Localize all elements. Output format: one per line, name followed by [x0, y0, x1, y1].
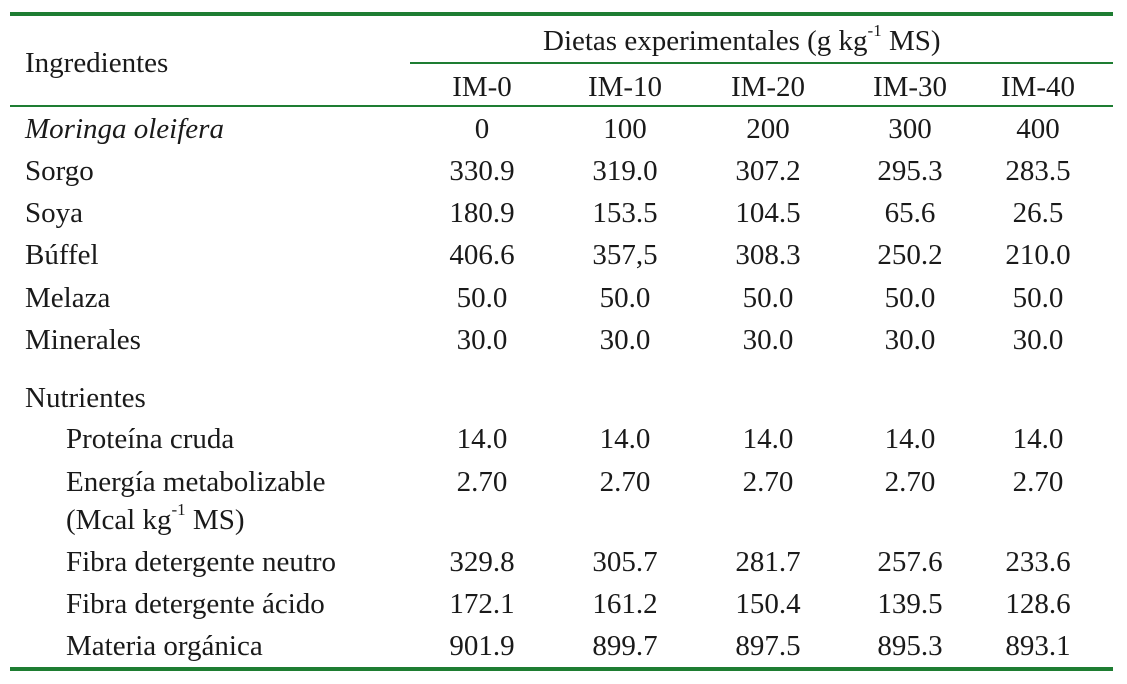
row-label: Soya	[25, 197, 83, 229]
table-cell: 899.7	[592, 630, 658, 662]
table-cell: 281.7	[735, 546, 801, 578]
row-label: Búffel	[25, 239, 99, 271]
table-cell: 305.7	[592, 546, 658, 578]
table-cell: 172.1	[449, 588, 515, 620]
table-cell: 357,5	[592, 239, 658, 271]
table-cell: 0	[474, 113, 490, 145]
table-cell: 2.70	[599, 466, 651, 498]
table-cell: 139.5	[877, 588, 943, 620]
header-rule	[10, 105, 1113, 107]
row-label: Fibra detergente neutro	[66, 546, 337, 578]
table-cell: 2.70	[456, 466, 508, 498]
table-cell: 308.3	[735, 239, 801, 271]
section-label: Nutrientes	[25, 382, 146, 414]
column-header: IM-10	[587, 71, 663, 103]
row-label: Energía metabolizable	[66, 466, 326, 498]
table-cell: 50.0	[456, 282, 508, 314]
table-cell: 897.5	[735, 630, 801, 662]
table-cell: 2.70	[742, 466, 794, 498]
table-cell: 300	[888, 113, 932, 145]
table-cell: 50.0	[599, 282, 651, 314]
table-cell: 150.4	[735, 588, 801, 620]
top-rule	[10, 12, 1113, 16]
table-cell: 307.2	[735, 155, 801, 187]
table-cell: 65.6	[884, 197, 936, 229]
table-cell: 30.0	[742, 324, 794, 356]
table-cell: 400	[1016, 113, 1060, 145]
table-cell: 104.5	[735, 197, 801, 229]
table-cell: 250.2	[877, 239, 943, 271]
table-cell: 50.0	[1012, 282, 1064, 314]
table-cell: 200	[746, 113, 790, 145]
table-cell: 161.2	[592, 588, 658, 620]
row-label: Materia orgánica	[66, 630, 263, 662]
group-header-rule	[410, 62, 1113, 64]
row-label: Fibra detergente ácido	[66, 588, 325, 620]
table-cell: 406.6	[449, 239, 515, 271]
table-cell: 2.70	[884, 466, 936, 498]
table-cell: 295.3	[877, 155, 943, 187]
table-cell: 233.6	[1005, 546, 1071, 578]
table-cell: 257.6	[877, 546, 943, 578]
row-label: Moringa oleifera	[25, 113, 224, 145]
table-cell: 14.0	[1012, 423, 1064, 455]
table-cell: 14.0	[884, 423, 936, 455]
table-cell: 50.0	[884, 282, 936, 314]
table-cell: 26.5	[1012, 197, 1064, 229]
table-cell: 30.0	[884, 324, 936, 356]
table-cell: 329.8	[449, 546, 515, 578]
group-header: Dietas experimentales (g kg-1 MS)	[543, 21, 941, 57]
row-label-unit: (Mcal kg-1 MS)	[66, 500, 245, 536]
row-label: Minerales	[25, 324, 141, 356]
table-cell: 2.70	[1012, 466, 1064, 498]
row-label: Melaza	[25, 282, 111, 314]
table-cell: 180.9	[449, 197, 515, 229]
column-header: IM-30	[872, 71, 948, 103]
table-cell: 895.3	[877, 630, 943, 662]
table-cell: 100	[603, 113, 647, 145]
table-cell: 30.0	[456, 324, 508, 356]
table-cell: 14.0	[742, 423, 794, 455]
table-cell: 153.5	[592, 197, 658, 229]
table-cell: 210.0	[1005, 239, 1071, 271]
table-cell: 893.1	[1005, 630, 1071, 662]
row-label: Proteína cruda	[66, 423, 235, 455]
table-cell: 319.0	[592, 155, 658, 187]
column-header: IM-0	[452, 71, 512, 103]
column-header: IM-20	[730, 71, 806, 103]
table-cell: 30.0	[599, 324, 651, 356]
row-label: Sorgo	[25, 155, 94, 187]
bottom-rule	[10, 667, 1113, 671]
column-header: IM-40	[1000, 71, 1076, 103]
table-cell: 283.5	[1005, 155, 1071, 187]
table-cell: 330.9	[449, 155, 515, 187]
table-cell: 901.9	[449, 630, 515, 662]
table-cell: 30.0	[1012, 324, 1064, 356]
table-cell: 50.0	[742, 282, 794, 314]
table-cell: 128.6	[1005, 588, 1071, 620]
table-cell: 14.0	[456, 423, 508, 455]
table-cell: 14.0	[599, 423, 651, 455]
ingredients-header: Ingredientes	[25, 47, 169, 79]
